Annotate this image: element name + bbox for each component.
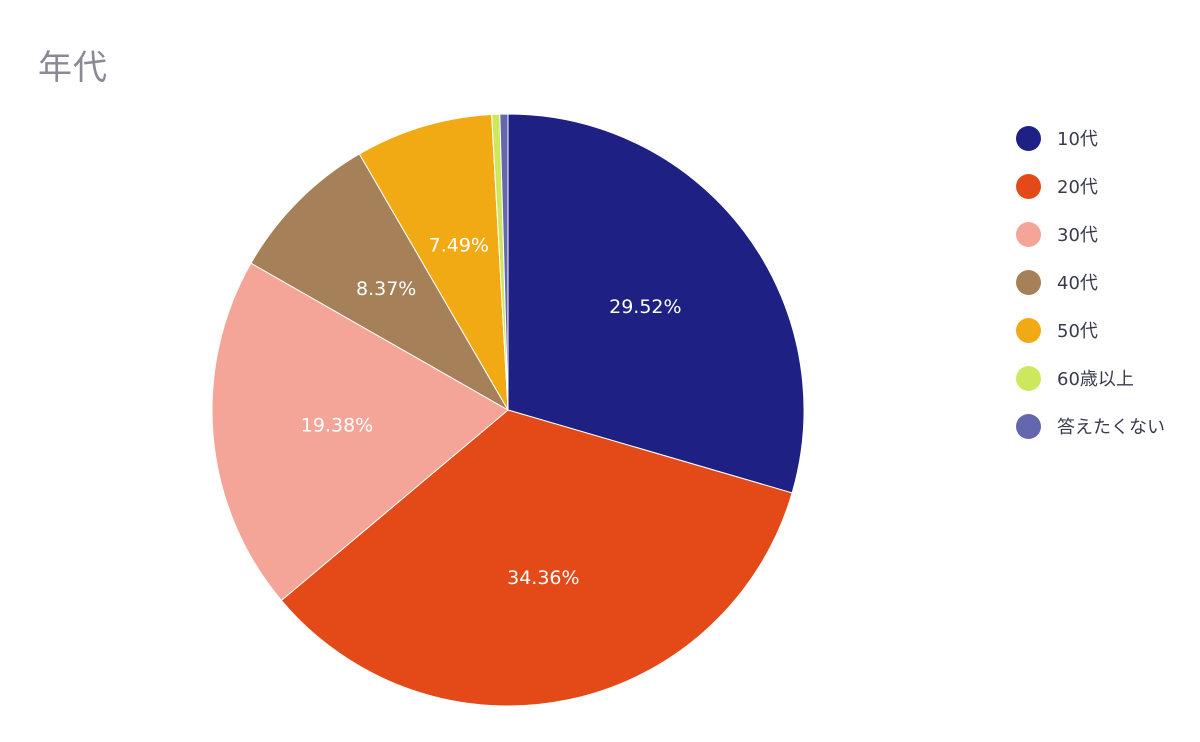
legend: 10代 20代 30代 40代 50代 60歳以上答えたくない xyxy=(1016,114,1165,450)
pie-slice-label-4: 8.37% xyxy=(356,278,416,300)
pie-slice-label-2: 34.36% xyxy=(507,567,579,589)
pie-slice-7[interactable] xyxy=(499,113,509,411)
pie-slices xyxy=(211,113,805,707)
chart-title: 年代 xyxy=(38,48,108,88)
legend-item-6[interactable]: 60歳以上 xyxy=(1016,354,1165,402)
legend-label: 答えたくない xyxy=(1057,417,1165,438)
legend-label: 20代 xyxy=(1057,177,1098,198)
legend-swatch-icon xyxy=(1016,269,1041,295)
legend-swatch-icon xyxy=(1016,125,1041,151)
pie-slice-5[interactable] xyxy=(358,113,509,411)
pie-slice-label-5: 7.49% xyxy=(429,235,489,257)
pie-slice-1[interactable] xyxy=(507,113,805,494)
legend-label: 40代 xyxy=(1057,273,1098,294)
legend-swatch-icon xyxy=(1016,413,1041,439)
legend-swatch-icon xyxy=(1016,173,1041,199)
legend-swatch-icon xyxy=(1016,365,1041,391)
legend-item-2[interactable]: 20代 xyxy=(1016,162,1165,210)
legend-label: 60歳以上 xyxy=(1057,369,1134,390)
legend-item-5[interactable]: 50代 xyxy=(1016,306,1165,354)
legend-label: 30代 xyxy=(1057,225,1098,246)
legend-swatch-icon xyxy=(1016,221,1041,247)
legend-label: 10代 xyxy=(1057,129,1098,150)
legend-item-1[interactable]: 10代 xyxy=(1016,114,1165,162)
legend-item-4[interactable]: 40代 xyxy=(1016,258,1165,306)
pie-slice-3[interactable] xyxy=(211,262,509,602)
legend-swatch-icon xyxy=(1016,317,1041,343)
pie-slice-4[interactable] xyxy=(250,153,510,412)
legend-label: 50代 xyxy=(1057,321,1098,342)
pie-slice-label-1: 29.52% xyxy=(609,296,681,318)
legend-item-3[interactable]: 30代 xyxy=(1016,210,1165,258)
legend-item-7[interactable]: 答えたくない xyxy=(1016,402,1165,450)
pie-slice-2[interactable] xyxy=(280,409,793,707)
pie-slice-label-3: 19.38% xyxy=(301,414,373,436)
pie-labels: 29.52% 34.36% 19.38% 8.37% 7.49% xyxy=(301,235,682,589)
